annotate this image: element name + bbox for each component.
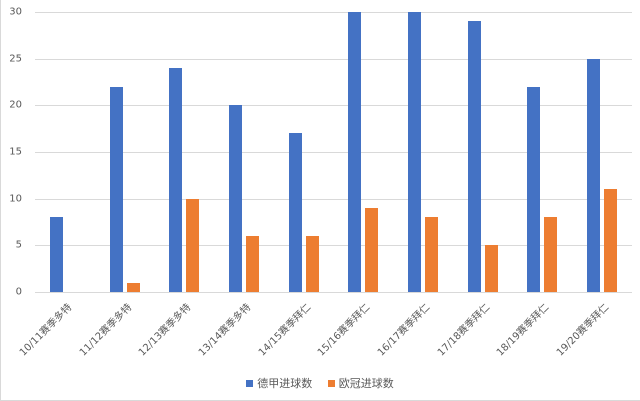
bar-ucl [245, 236, 259, 292]
y-tick-label: 20 [9, 99, 22, 111]
bar-ucl [484, 245, 498, 292]
bar-bundesliga [49, 217, 63, 292]
gridline [35, 245, 632, 247]
bar-ucl [126, 282, 140, 292]
bar-ucl [305, 236, 319, 292]
gridline [35, 198, 632, 200]
y-tick-label: 15 [9, 146, 22, 158]
bar-bundesliga [169, 68, 183, 292]
bar-ucl [425, 217, 439, 292]
bar-bundesliga [408, 12, 422, 292]
gridline [35, 292, 632, 293]
gridline [35, 152, 632, 153]
bar-ucl [365, 208, 379, 292]
bar-bundesliga [109, 86, 123, 292]
legend-label: 德甲进球数 [257, 377, 313, 390]
bar-ucl [604, 189, 618, 292]
y-tick-label: 25 [9, 53, 22, 65]
legend-item-bundesliga: 德甲进球数 [246, 375, 312, 391]
bar-bundesliga [288, 133, 302, 292]
legend-swatch-blue-icon [246, 379, 254, 387]
bar-ucl [544, 217, 558, 292]
legend-swatch-orange-icon [327, 379, 335, 387]
bar-bundesliga [467, 21, 481, 292]
legend-label: 欧冠进球数 [338, 377, 394, 390]
y-tick-label: 10 [9, 193, 22, 205]
bar-bundesliga [527, 86, 541, 292]
gridline [35, 12, 632, 13]
bar-bundesliga [348, 12, 362, 292]
y-tick-label: 30 [9, 6, 22, 18]
gridline [35, 58, 632, 60]
bar-ucl [186, 198, 200, 292]
legend-item-ucl: 欧冠进球数 [327, 375, 394, 391]
gridline [35, 105, 632, 107]
bar-bundesliga [228, 105, 242, 292]
legend: 德甲进球数 欧冠进球数 [0, 375, 640, 391]
y-tick-label: 5 [15, 239, 22, 251]
y-tick-label: 0 [15, 286, 22, 298]
bar-bundesliga [587, 58, 601, 292]
